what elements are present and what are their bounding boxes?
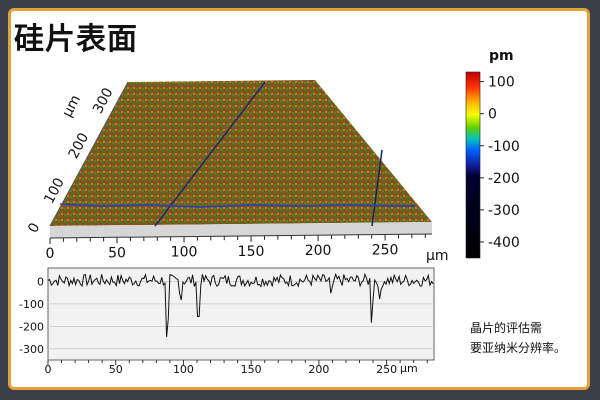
profile-plot: 0 50 100 150 200 250 0 -100 -200 -300 µm	[19, 267, 435, 376]
surface-y-unit: µm	[59, 92, 84, 119]
profile-trace	[47, 272, 434, 338]
caption-text: 晶片的评估需 要亚纳米分辨率。	[470, 318, 580, 358]
profile-x-tick-label: 50	[109, 363, 123, 376]
caption-line-2: 要亚纳米分辨率。	[470, 341, 567, 355]
colorbar-tick-label: -200	[488, 171, 520, 187]
profile-cut-line	[59, 203, 415, 208]
surface-texture	[50, 80, 432, 226]
profile-x-tick-label: 0	[45, 363, 52, 376]
colorbar-gradient	[465, 71, 481, 259]
colorbar-tick-label: -100	[488, 139, 520, 155]
surface-x-tick-label: 100	[171, 245, 198, 261]
colorbar-tick-label: -400	[488, 235, 520, 251]
colorbar-tick-label: 0	[488, 107, 497, 123]
colorbar: pm 100 0 -100 -200 -300 -400	[465, 48, 520, 259]
surface-x-tick-group: 0 50 100 150 200 250	[46, 234, 426, 262]
surface-x-tick-label: 0	[46, 246, 55, 262]
x-axis-line	[49, 233, 433, 239]
profile-y-tick-label: -100	[19, 298, 44, 311]
surface-scratch-1	[154, 81, 266, 227]
profile-x-tick-label: 150	[241, 363, 262, 376]
profile-y-tick-group: 0 -100 -200 -300	[19, 275, 44, 355]
surface-scratch-2	[371, 149, 383, 227]
profile-x-tick-label: 250	[376, 363, 397, 376]
surface-x-unit: µm	[426, 248, 449, 264]
caption-line-1: 晶片的评估需	[470, 321, 543, 335]
y-axis-line	[49, 81, 129, 227]
profile-y-tick-label: -300	[19, 343, 44, 356]
profile-x-unit: µm	[400, 362, 418, 375]
colorbar-tick-label: 100	[488, 75, 515, 91]
surface-base	[50, 222, 432, 238]
surface-x-tick-label: 150	[238, 244, 265, 260]
profile-x-tick-group: 0 50 100 150 200 250	[45, 360, 428, 376]
surface-x-tick-label: 50	[108, 245, 126, 261]
profile-y-tick-label: -200	[19, 320, 44, 333]
surface-x-tick-label: 250	[372, 242, 399, 258]
profile-x-tick-label: 200	[308, 363, 329, 376]
surface-y-tick-label: 0	[25, 220, 43, 235]
page-title: 硅片表面	[14, 22, 138, 57]
colorbar-tick-label: -300	[488, 203, 520, 219]
profile-x-tick-label: 100	[173, 363, 194, 376]
surface-x-tick-label: 200	[305, 243, 332, 259]
profile-y-tick-label: 0	[37, 275, 44, 288]
colorbar-tick-group: 100 0 -100 -200 -300 -400	[480, 75, 520, 251]
colorbar-unit: pm	[489, 48, 514, 64]
